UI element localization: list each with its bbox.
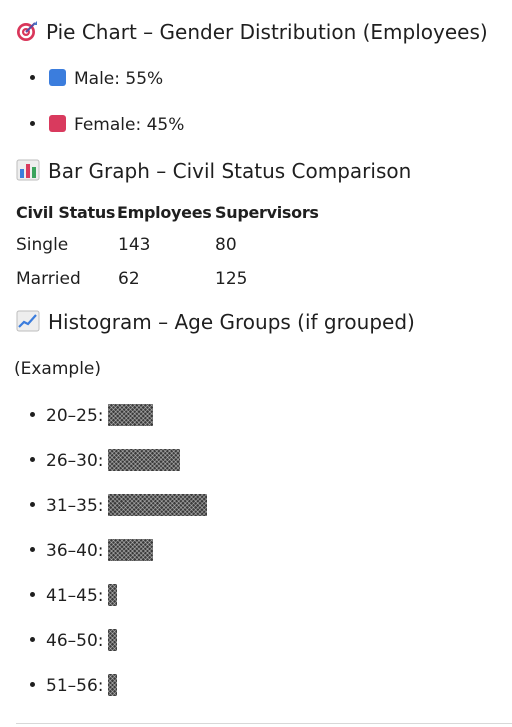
table-header-employees: Employees (117, 203, 212, 222)
age-group-bar (107, 674, 117, 696)
female-share-text: Female: 45% (74, 115, 185, 135)
table-header-civil-status: Civil Status (16, 203, 116, 222)
age-group-bar (107, 539, 153, 561)
bullet-dot (30, 121, 35, 126)
bar-chart-icon (16, 159, 40, 187)
hist-section-heading: Histogram – Age Groups (if grouped) (16, 309, 415, 338)
divider (16, 723, 512, 724)
bar-section-heading: Bar Graph – Civil Status Comparison (16, 158, 411, 187)
pie-section-heading: Pie Chart – Gender Distribution (Employe… (16, 19, 488, 48)
list-item: 20–25: (30, 404, 153, 427)
list-item: 31–35: (30, 494, 207, 517)
bullet-dot (30, 75, 35, 80)
list-item-female: Female: 45% (30, 114, 184, 136)
list-item: 26–30: (30, 449, 180, 472)
age-group-label: 31–35: (46, 496, 104, 516)
age-group-bar (107, 629, 117, 651)
red-square-icon (49, 115, 66, 132)
age-group-bar (107, 584, 117, 606)
table-cell: 80 (215, 235, 237, 255)
bullet-dot (30, 457, 35, 462)
age-group-label: 36–40: (46, 541, 104, 561)
bullet-dot (30, 637, 35, 642)
list-item: 51–56: (30, 674, 117, 697)
male-share-text: Male: 55% (74, 69, 164, 89)
age-group-label: 51–56: (46, 676, 104, 696)
table-cell: Single (16, 235, 69, 255)
list-item: 41–45: (30, 584, 117, 607)
table-cell: Married (16, 269, 81, 289)
age-group-bar (107, 494, 207, 516)
bullet-dot (30, 592, 35, 597)
table-cell: 62 (118, 269, 140, 289)
table-cell: 143 (118, 235, 151, 255)
pie-section-title: Pie Chart – Gender Distribution (Employe… (46, 20, 488, 44)
chart-increasing-icon (16, 310, 40, 338)
age-group-label: 26–30: (46, 451, 104, 471)
bullet-dot (30, 412, 35, 417)
list-item-male: Male: 55% (30, 68, 163, 90)
list-item: 36–40: (30, 539, 153, 562)
example-note: (Example) (14, 359, 102, 379)
bullet-dot (30, 547, 35, 552)
target-icon (16, 20, 38, 48)
table-header-supervisors: Supervisors (215, 203, 319, 222)
age-group-bar (107, 449, 180, 471)
age-group-label: 20–25: (46, 406, 104, 426)
table-cell: 125 (215, 269, 248, 289)
hist-section-title: Histogram – Age Groups (if grouped) (48, 310, 415, 334)
bullet-dot (30, 502, 35, 507)
list-item: 46–50: (30, 629, 117, 652)
age-group-label: 41–45: (46, 586, 104, 606)
age-group-label: 46–50: (46, 631, 104, 651)
bullet-dot (30, 682, 35, 687)
bar-section-title: Bar Graph – Civil Status Comparison (48, 159, 412, 183)
blue-square-icon (49, 69, 66, 86)
age-group-bar (107, 404, 153, 426)
